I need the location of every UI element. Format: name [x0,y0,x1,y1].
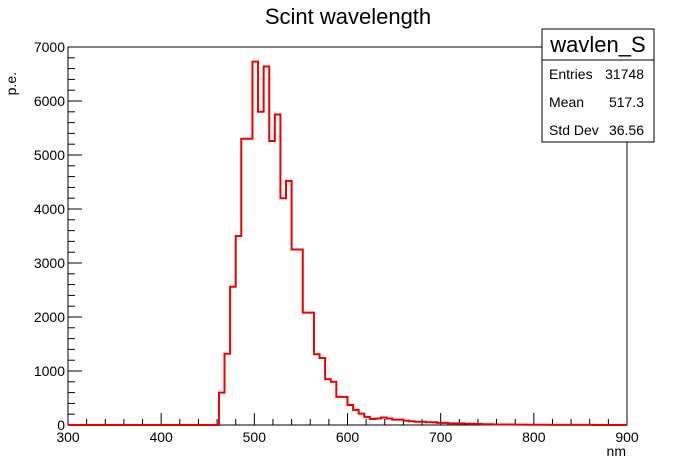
chart-title: Scint wavelength [265,4,431,29]
x-tick-label: 700 [429,429,453,445]
y-tick-label: 5000 [34,147,65,163]
stats-box-frame [541,28,655,143]
stats-mean-label: Mean [549,94,584,110]
histogram-bin [336,397,342,425]
stats-entries-value: 31748 [605,66,644,82]
y-axis: 0 1000 2000 3000 4000 5000 6000 7000 [34,39,82,433]
x-tick-label: 900 [615,429,639,445]
stats-mean-value: 517.3 [609,94,644,110]
histogram-line [68,60,627,426]
x-tick-label: 400 [149,429,173,445]
x-tick-label: 300 [56,429,80,445]
y-tick-label: 4000 [34,201,65,217]
y-tick-label: 2000 [34,309,65,325]
histogram-bin [292,250,298,426]
stats-stddev-value: 36.56 [609,122,644,138]
x-axis-label: nm [607,443,626,459]
y-tick-label: 3000 [34,255,65,271]
stats-box-title: wavlen_S [549,32,645,57]
y-tick-label: 0 [57,417,65,433]
histogram-bin [247,139,253,425]
x-tick-label: 600 [336,429,360,445]
histogram-bin [280,198,286,425]
histogram-bin [303,313,309,425]
histogram-bin [314,354,320,425]
stats-entries-label: Entries [549,66,593,82]
x-tick-label: 500 [243,429,267,445]
histogram-bin [269,141,275,425]
y-axis-label: p.e. [3,72,19,95]
y-tick-label: 7000 [34,39,65,55]
stats-box: wavlen_S Entries 31748 Mean 517.3 Std De… [541,28,655,143]
x-tick-label: 800 [522,429,546,445]
stats-stddev-label: Std Dev [549,122,599,138]
x-axis: 300 400 500 600 700 800 900 [56,413,639,445]
y-tick-label: 1000 [34,363,65,379]
histogram-bin [325,379,331,425]
y-tick-label: 6000 [34,93,65,109]
histogram-bin [258,112,264,425]
